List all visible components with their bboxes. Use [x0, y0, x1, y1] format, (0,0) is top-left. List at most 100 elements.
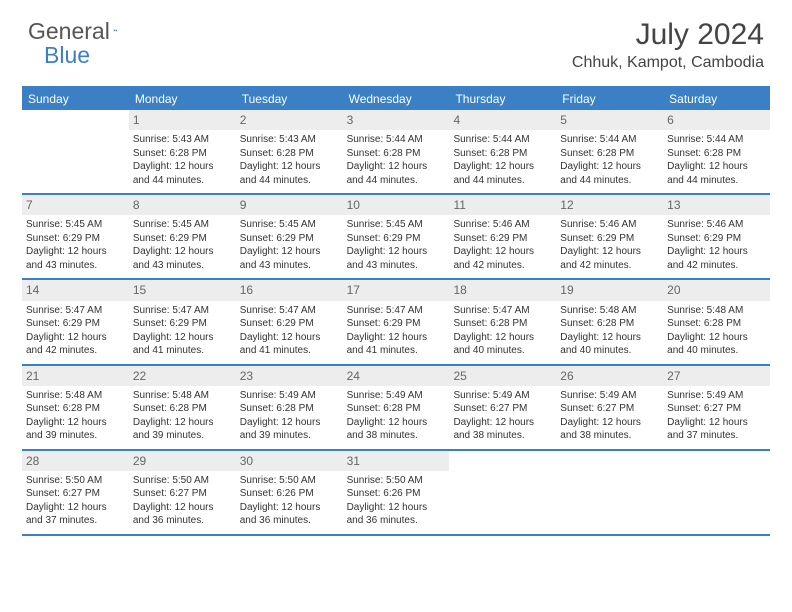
day-body: Sunrise: 5:45 AMSunset: 6:29 PMDaylight:…: [129, 215, 236, 278]
day-number: 12: [556, 195, 663, 215]
day-header: Monday: [129, 88, 236, 110]
day-number: 17: [343, 280, 450, 300]
day-cell: 10Sunrise: 5:45 AMSunset: 6:29 PMDayligh…: [343, 195, 450, 278]
day-cell: 7Sunrise: 5:45 AMSunset: 6:29 PMDaylight…: [22, 195, 129, 278]
day-info-line: Sunrise: 5:50 AM: [133, 474, 232, 488]
week-row: 28Sunrise: 5:50 AMSunset: 6:27 PMDayligh…: [22, 451, 770, 536]
day-number: 23: [236, 366, 343, 386]
day-number: 3: [343, 110, 450, 130]
day-info-line: Daylight: 12 hours and 42 minutes.: [667, 245, 766, 272]
day-info-line: Sunset: 6:27 PM: [560, 402, 659, 416]
day-info-line: Sunset: 6:28 PM: [133, 402, 232, 416]
day-cell: 30Sunrise: 5:50 AMSunset: 6:26 PMDayligh…: [236, 451, 343, 534]
day-info-line: Sunrise: 5:47 AM: [133, 304, 232, 318]
day-number: 6: [663, 110, 770, 130]
day-number: 22: [129, 366, 236, 386]
day-body: Sunrise: 5:49 AMSunset: 6:27 PMDaylight:…: [663, 386, 770, 449]
day-body: Sunrise: 5:45 AMSunset: 6:29 PMDaylight:…: [343, 215, 450, 278]
day-info-line: Sunrise: 5:46 AM: [453, 218, 552, 232]
day-number: 4: [449, 110, 556, 130]
day-body: Sunrise: 5:50 AMSunset: 6:27 PMDaylight:…: [22, 471, 129, 534]
day-cell: 5Sunrise: 5:44 AMSunset: 6:28 PMDaylight…: [556, 110, 663, 193]
day-info-line: Sunrise: 5:45 AM: [240, 218, 339, 232]
day-info-line: Daylight: 12 hours and 38 minutes.: [560, 416, 659, 443]
day-number: 27: [663, 366, 770, 386]
day-info-line: Sunrise: 5:43 AM: [133, 133, 232, 147]
day-number: 25: [449, 366, 556, 386]
day-info-line: Sunset: 6:28 PM: [347, 147, 446, 161]
day-info-line: Daylight: 12 hours and 40 minutes.: [453, 331, 552, 358]
day-info-line: Sunrise: 5:49 AM: [560, 389, 659, 403]
day-number: 2: [236, 110, 343, 130]
day-info-line: Sunrise: 5:49 AM: [453, 389, 552, 403]
day-info-line: Sunrise: 5:47 AM: [26, 304, 125, 318]
day-cell: 4Sunrise: 5:44 AMSunset: 6:28 PMDaylight…: [449, 110, 556, 193]
day-info-line: Sunrise: 5:49 AM: [667, 389, 766, 403]
day-info-line: Daylight: 12 hours and 40 minutes.: [560, 331, 659, 358]
day-info-line: Sunset: 6:29 PM: [133, 317, 232, 331]
day-info-line: Sunset: 6:28 PM: [453, 317, 552, 331]
day-info-line: Sunrise: 5:46 AM: [560, 218, 659, 232]
day-info-line: Sunrise: 5:46 AM: [667, 218, 766, 232]
day-info-line: Daylight: 12 hours and 37 minutes.: [26, 501, 125, 528]
day-info-line: Sunset: 6:28 PM: [240, 402, 339, 416]
day-info-line: Sunrise: 5:49 AM: [240, 389, 339, 403]
day-body: Sunrise: 5:43 AMSunset: 6:28 PMDaylight:…: [236, 130, 343, 193]
day-info-line: Daylight: 12 hours and 42 minutes.: [26, 331, 125, 358]
day-cell: 14Sunrise: 5:47 AMSunset: 6:29 PMDayligh…: [22, 280, 129, 363]
day-info-line: Sunrise: 5:45 AM: [26, 218, 125, 232]
day-info-line: Daylight: 12 hours and 44 minutes.: [453, 160, 552, 187]
day-cell: 6Sunrise: 5:44 AMSunset: 6:28 PMDaylight…: [663, 110, 770, 193]
day-info-line: Daylight: 12 hours and 37 minutes.: [667, 416, 766, 443]
week-row: 21Sunrise: 5:48 AMSunset: 6:28 PMDayligh…: [22, 366, 770, 451]
day-info-line: Daylight: 12 hours and 44 minutes.: [560, 160, 659, 187]
day-cell: 21Sunrise: 5:48 AMSunset: 6:28 PMDayligh…: [22, 366, 129, 449]
day-info-line: Sunset: 6:29 PM: [240, 232, 339, 246]
week-row: 14Sunrise: 5:47 AMSunset: 6:29 PMDayligh…: [22, 280, 770, 365]
day-number: 26: [556, 366, 663, 386]
day-number: 21: [22, 366, 129, 386]
day-info-line: Daylight: 12 hours and 39 minutes.: [133, 416, 232, 443]
day-header: Saturday: [663, 88, 770, 110]
day-info-line: Sunset: 6:27 PM: [667, 402, 766, 416]
day-info-line: Sunrise: 5:43 AM: [240, 133, 339, 147]
month-title: July 2024: [572, 18, 764, 52]
day-info-line: Sunset: 6:29 PM: [560, 232, 659, 246]
day-body: Sunrise: 5:49 AMSunset: 6:27 PMDaylight:…: [556, 386, 663, 449]
day-number: 1: [129, 110, 236, 130]
logo-word-1: General: [28, 18, 110, 45]
day-cell: 15Sunrise: 5:47 AMSunset: 6:29 PMDayligh…: [129, 280, 236, 363]
day-cell: [449, 451, 556, 534]
day-info-line: Sunset: 6:29 PM: [26, 232, 125, 246]
day-body: Sunrise: 5:44 AMSunset: 6:28 PMDaylight:…: [663, 130, 770, 193]
day-info-line: Sunset: 6:28 PM: [667, 317, 766, 331]
day-body: Sunrise: 5:45 AMSunset: 6:29 PMDaylight:…: [236, 215, 343, 278]
day-cell: 20Sunrise: 5:48 AMSunset: 6:28 PMDayligh…: [663, 280, 770, 363]
day-number: 10: [343, 195, 450, 215]
day-info-line: Sunset: 6:29 PM: [667, 232, 766, 246]
day-info-line: Sunrise: 5:48 AM: [26, 389, 125, 403]
day-info-line: Daylight: 12 hours and 40 minutes.: [667, 331, 766, 358]
day-info-line: Sunset: 6:28 PM: [560, 147, 659, 161]
day-info-line: Sunrise: 5:44 AM: [453, 133, 552, 147]
day-info-line: Daylight: 12 hours and 41 minutes.: [240, 331, 339, 358]
day-body: Sunrise: 5:48 AMSunset: 6:28 PMDaylight:…: [22, 386, 129, 449]
day-number: 9: [236, 195, 343, 215]
location: Chhuk, Kampot, Cambodia: [572, 54, 764, 72]
day-info-line: Sunrise: 5:44 AM: [560, 133, 659, 147]
week-row: 1Sunrise: 5:43 AMSunset: 6:28 PMDaylight…: [22, 110, 770, 195]
day-cell: 18Sunrise: 5:47 AMSunset: 6:28 PMDayligh…: [449, 280, 556, 363]
day-info-line: Sunset: 6:29 PM: [133, 232, 232, 246]
day-number: 13: [663, 195, 770, 215]
calendar: SundayMondayTuesdayWednesdayThursdayFrid…: [22, 86, 770, 536]
day-info-line: Daylight: 12 hours and 41 minutes.: [133, 331, 232, 358]
day-body: Sunrise: 5:49 AMSunset: 6:28 PMDaylight:…: [343, 386, 450, 449]
day-info-line: Sunrise: 5:45 AM: [133, 218, 232, 232]
day-info-line: Sunrise: 5:50 AM: [26, 474, 125, 488]
day-cell: 23Sunrise: 5:49 AMSunset: 6:28 PMDayligh…: [236, 366, 343, 449]
day-info-line: Sunset: 6:29 PM: [347, 317, 446, 331]
day-header: Wednesday: [343, 88, 450, 110]
day-body: Sunrise: 5:46 AMSunset: 6:29 PMDaylight:…: [663, 215, 770, 278]
day-info-line: Sunrise: 5:47 AM: [240, 304, 339, 318]
day-cell: [663, 451, 770, 534]
